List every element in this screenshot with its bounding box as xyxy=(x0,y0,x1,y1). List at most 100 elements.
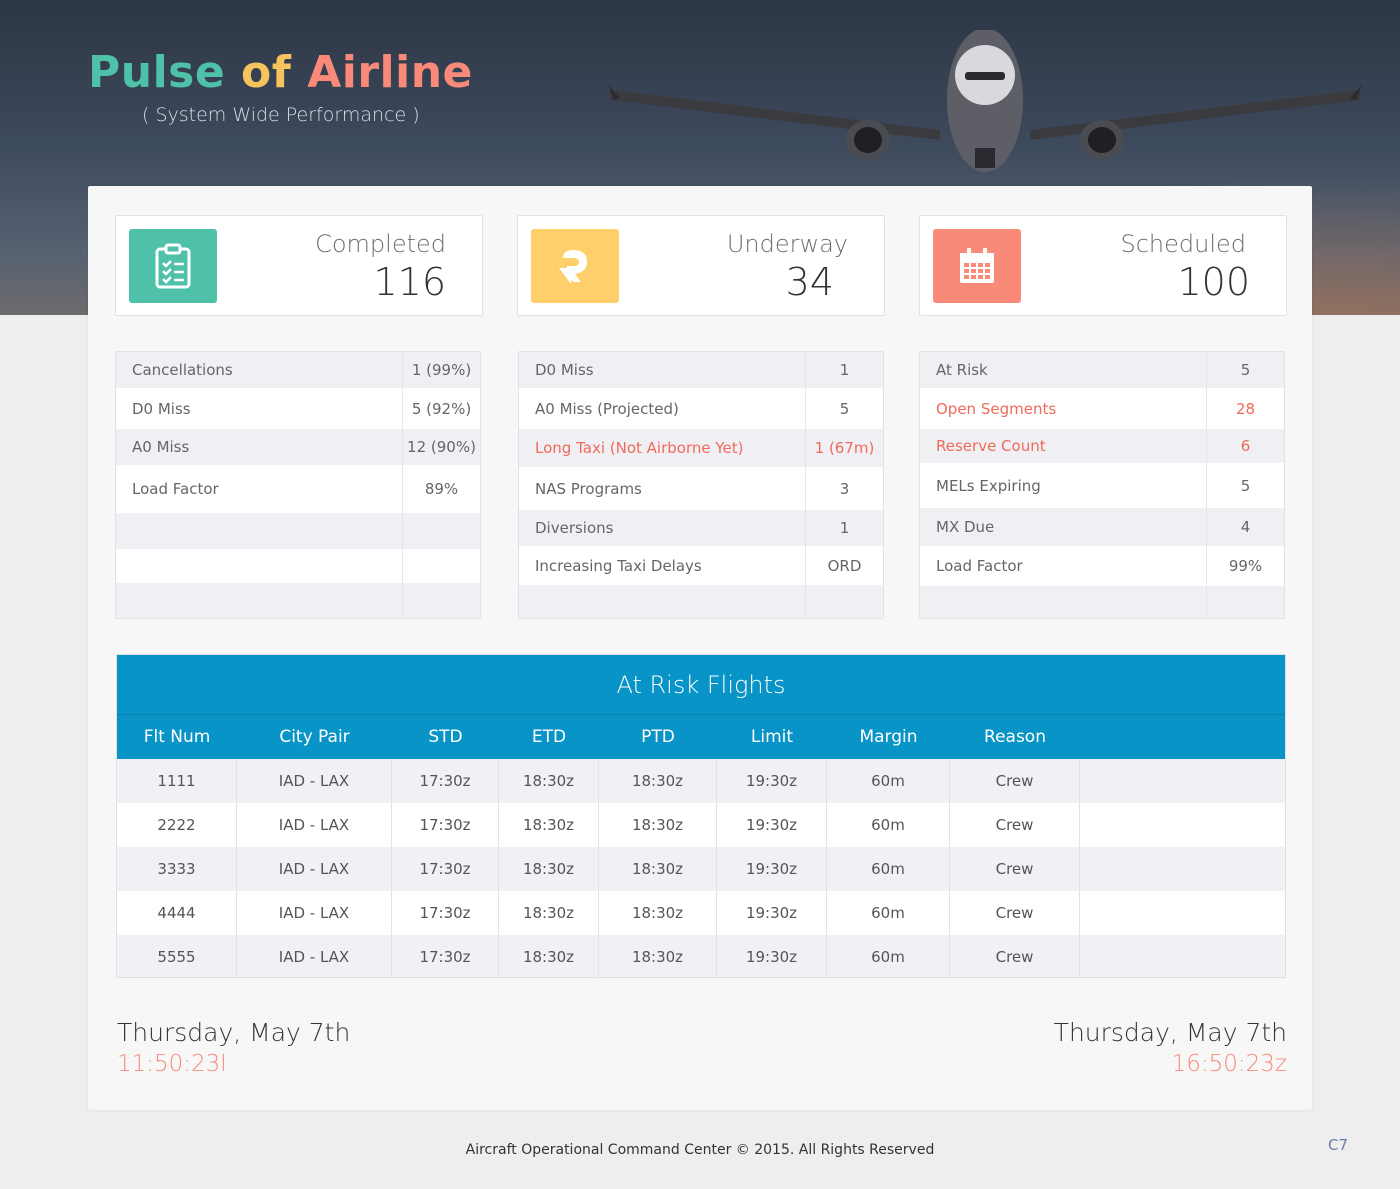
table-body: 1111 IAD - LAX 17:30z 18:30z 18:30z 19:30z 60m… xyxy=(117,759,1285,977)
dashboard-card: Completed 116 Underway 34 xyxy=(88,186,1312,1110)
table-cell: 17:30z xyxy=(392,935,499,977)
local-time: 11:50:23l xyxy=(117,1051,227,1077)
at-risk-flights-table: At Risk Flights Flt Num City Pair STD ET… xyxy=(116,654,1286,978)
panel-key: Reserve Count xyxy=(920,429,1207,463)
panel-key: Load Factor xyxy=(116,465,403,513)
panel-value: 4 xyxy=(1240,518,1251,536)
panel-value: 5 xyxy=(1240,361,1251,379)
table-cell: 18:30z xyxy=(499,803,599,847)
version-label: C7 xyxy=(1327,1136,1348,1154)
table-cell: IAD - LAX xyxy=(237,935,392,977)
table-row[interactable]: 3333 IAD - LAX 17:30z 18:30z 18:30z 19:30z 60m… xyxy=(117,847,1285,891)
panel-key: A0 Miss (Projected) xyxy=(519,388,806,429)
panel-value: 1 (67m) xyxy=(814,439,875,457)
col-limit[interactable]: Limit xyxy=(750,727,794,747)
table-cell: 60m xyxy=(827,847,950,891)
local-date: Thursday, May 7th xyxy=(117,1018,351,1047)
table-row[interactable]: 4444 IAD - LAX 17:30z 18:30z 18:30z 19:30z 60m… xyxy=(117,891,1285,935)
panel-key: Load Factor xyxy=(920,546,1207,586)
stat-underway[interactable]: Underway 34 xyxy=(517,215,885,316)
panel-value: 5 xyxy=(1240,476,1251,495)
table-row[interactable]: 1111 IAD - LAX 17:30z 18:30z 18:30z 19:30z 60m… xyxy=(117,759,1285,803)
table-cell: Crew xyxy=(950,803,1080,847)
title-word-airline: Airline xyxy=(307,47,473,98)
table-cell: 60m xyxy=(827,759,950,803)
stat-underway-value: 34 xyxy=(785,260,834,304)
panel-row: A0 Miss (Projected) 5 xyxy=(519,388,883,429)
panel-row: Load Factor 89% xyxy=(116,465,480,513)
table-cell: 18:30z xyxy=(499,891,599,935)
table-row[interactable]: 5555 IAD - LAX 17:30z 18:30z 18:30z 19:30z 60m… xyxy=(117,935,1285,977)
table-cell: 17:30z xyxy=(392,847,499,891)
panel-row: Open Segments 28 xyxy=(920,388,1284,429)
table-cell: 19:30z xyxy=(717,847,827,891)
panel-key: MELs Expiring xyxy=(920,463,1207,508)
stat-completed[interactable]: Completed 116 xyxy=(115,215,483,316)
panel-row: MELs Expiring 5 xyxy=(920,463,1284,508)
stat-scheduled[interactable]: Scheduled 100 xyxy=(919,215,1287,316)
panel-row: MX Due 4 xyxy=(920,508,1284,546)
col-margin[interactable]: Margin xyxy=(859,727,918,747)
table-cell: 1111 xyxy=(117,759,237,803)
panel-row: Long Taxi (Not Airborne Yet) 1 (67m) xyxy=(519,429,883,467)
panel-row-empty xyxy=(519,585,883,618)
panel-value: 99% xyxy=(1228,557,1263,575)
panel-row-empty xyxy=(116,549,480,583)
panel-row: Cancellations 1 (99%) xyxy=(116,352,480,388)
table-cell: IAD - LAX xyxy=(237,847,392,891)
panel-value: 3 xyxy=(839,479,850,498)
panel-row: NAS Programs 3 xyxy=(519,467,883,510)
table-row[interactable]: 2222 IAD - LAX 17:30z 18:30z 18:30z 19:30z 60m… xyxy=(117,803,1285,847)
table-cell: IAD - LAX xyxy=(237,891,392,935)
brand: Pulse of Airline ( System Wide Performan… xyxy=(88,46,473,126)
table-cell: IAD - LAX xyxy=(237,759,392,803)
zulu-date: Thursday, May 7th xyxy=(1053,1018,1287,1047)
stat-scheduled-value: 100 xyxy=(1177,260,1250,304)
panel-value: 1 xyxy=(839,519,850,537)
col-std[interactable]: STD xyxy=(428,727,463,747)
panel-departures: D0 Miss 1 A0 Miss (Projected) 5 Long Tax… xyxy=(518,351,884,619)
page-title: Pulse of Airline xyxy=(88,46,473,100)
calendar-icon xyxy=(933,229,1021,303)
panel-key: D0 Miss xyxy=(116,388,403,429)
airplane-image xyxy=(608,30,1362,172)
panel-value: 5 xyxy=(839,399,850,418)
panel-key: NAS Programs xyxy=(519,467,806,510)
stat-scheduled-label: Scheduled xyxy=(1120,230,1246,258)
panel-row: Diversions 1 xyxy=(519,510,883,546)
table-cell: Crew xyxy=(950,759,1080,803)
panel-cancellations: Cancellations 1 (99%) D0 Miss 5 (92%) A0… xyxy=(115,351,481,619)
col-ptd[interactable]: PTD xyxy=(641,727,675,747)
panel-key: MX Due xyxy=(920,508,1207,546)
col-etd[interactable]: ETD xyxy=(531,727,567,747)
title-word-of: of xyxy=(241,47,292,98)
table-cell: Crew xyxy=(950,935,1080,977)
table-cell: Crew xyxy=(950,847,1080,891)
panel-row: At Risk 5 xyxy=(920,352,1284,388)
panel-row: Reserve Count 6 xyxy=(920,429,1284,463)
stat-completed-label: Completed xyxy=(315,230,446,258)
table-cell: IAD - LAX xyxy=(237,803,392,847)
panel-row: Increasing Taxi Delays ORD xyxy=(519,546,883,585)
table-cell: 60m xyxy=(827,935,950,977)
panel-row: Load Factor 99% xyxy=(920,546,1284,586)
table-cell: 18:30z xyxy=(599,847,717,891)
table-cell: 60m xyxy=(827,891,950,935)
panel-key: Diversions xyxy=(519,510,806,546)
panel-value: 12 (90%) xyxy=(407,438,476,456)
col-city-pair[interactable]: City Pair xyxy=(279,727,350,747)
table-cell: 60m xyxy=(827,803,950,847)
panel-key: At Risk xyxy=(920,352,1207,388)
table-cell: 3333 xyxy=(117,847,237,891)
panel-row-empty xyxy=(116,583,480,618)
zulu-time: 16:50:23z xyxy=(1171,1051,1287,1077)
local-clock: Thursday, May 7th 11:50:23l xyxy=(117,1018,350,1077)
table-cell: 18:30z xyxy=(499,759,599,803)
table-cell: 5555 xyxy=(117,935,237,977)
col-flt-num[interactable]: Flt Num xyxy=(143,727,211,747)
footer-copyright: Aircraft Operational Command Center © 20… xyxy=(465,1142,935,1158)
col-reason[interactable]: Reason xyxy=(984,727,1046,747)
redo-arrow-icon xyxy=(531,229,619,303)
panel-row-empty xyxy=(920,586,1284,618)
table-cell: 18:30z xyxy=(599,803,717,847)
